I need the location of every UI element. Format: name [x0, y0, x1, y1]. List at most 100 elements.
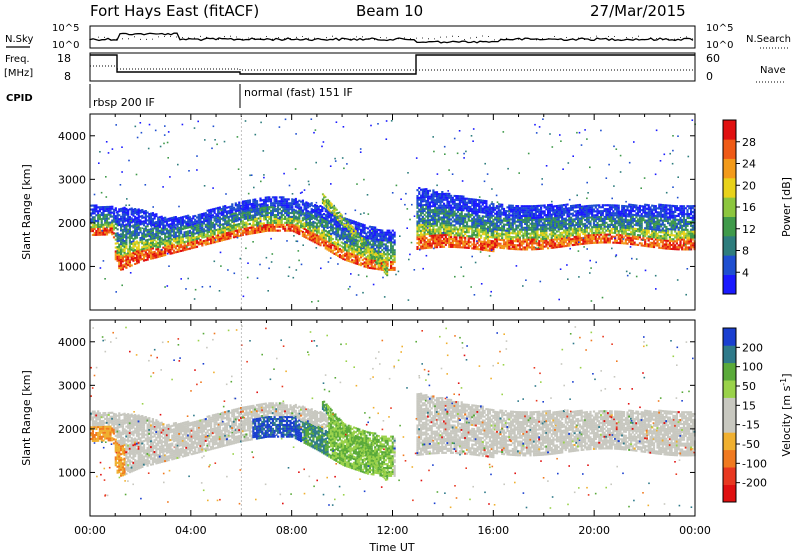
data-cell — [545, 234, 547, 236]
data-cell — [436, 191, 438, 193]
data-cell — [125, 245, 127, 247]
data-cell — [492, 215, 494, 217]
data-cell — [277, 206, 279, 208]
data-cell — [321, 210, 323, 212]
data-cell — [521, 225, 523, 227]
data-cell — [448, 203, 450, 205]
data-cell — [547, 235, 549, 237]
data-cell — [277, 210, 279, 212]
data-cell — [540, 215, 542, 217]
freq-label-2: [MHz] — [4, 68, 33, 79]
data-cell — [503, 226, 505, 228]
data-cell — [210, 219, 212, 221]
data-cell — [364, 230, 366, 232]
data-cell — [159, 246, 161, 248]
data-cell — [436, 225, 438, 227]
data-cell — [109, 214, 111, 216]
data-cell — [387, 255, 389, 257]
data-cell — [106, 220, 108, 222]
data-cell — [281, 216, 283, 218]
data-cell — [196, 246, 198, 248]
data-cell — [491, 217, 493, 219]
data-cell — [512, 224, 514, 226]
data-cell — [572, 213, 574, 215]
data-cell — [503, 208, 505, 210]
data-cell — [109, 210, 111, 212]
data-cell — [492, 205, 494, 207]
data-cell — [487, 234, 489, 236]
data-cell — [267, 204, 269, 206]
data-cell — [302, 200, 304, 202]
data-cell — [318, 229, 320, 231]
data-cell — [545, 245, 547, 247]
data-cell — [97, 222, 99, 224]
data-cell — [464, 237, 466, 239]
data-cell — [129, 261, 131, 263]
data-cell — [536, 232, 538, 234]
data-cell — [448, 240, 450, 242]
nave-label: Nave — [760, 65, 786, 76]
data-cell — [584, 233, 586, 235]
data-cell — [540, 220, 542, 222]
data-cell — [568, 211, 570, 213]
data-cell — [434, 205, 436, 207]
data-cell — [438, 221, 440, 223]
cpid-segment-1: rbsp 200 IF — [93, 96, 155, 109]
data-cell — [589, 224, 591, 226]
data-cell — [558, 230, 560, 232]
data-cell — [454, 230, 456, 232]
data-cell — [454, 211, 456, 213]
data-cell — [528, 221, 530, 223]
data-cell — [591, 230, 593, 232]
beam-title: Beam 10 — [356, 2, 423, 20]
data-cell — [551, 215, 553, 217]
data-cell — [588, 232, 590, 234]
data-cell — [499, 243, 501, 245]
data-cell — [517, 227, 519, 229]
data-cell — [544, 222, 546, 224]
data-cell — [330, 235, 332, 237]
data-cell — [387, 251, 389, 253]
data-cell — [390, 239, 392, 241]
data-cell — [416, 189, 418, 191]
data-cell — [519, 246, 521, 248]
data-cell — [272, 212, 274, 214]
data-cell — [588, 215, 590, 217]
data-cell — [485, 200, 487, 202]
data-cell — [457, 211, 459, 213]
data-cell — [454, 201, 456, 203]
data-cell — [357, 243, 359, 245]
data-cell — [425, 237, 427, 239]
data-cell — [452, 216, 454, 218]
data-cell — [540, 207, 542, 209]
nsky-tick-hi: 10^5 — [52, 23, 79, 34]
data-cell — [457, 230, 459, 232]
data-cell — [514, 223, 516, 225]
data-cell — [448, 193, 450, 195]
data-cell — [101, 222, 103, 224]
data-cell — [439, 230, 441, 232]
data-cell — [390, 265, 392, 267]
data-cell — [282, 224, 284, 226]
data-cell — [270, 216, 272, 218]
data-cell — [596, 214, 598, 216]
data-cell — [422, 216, 424, 218]
nsearch-label: N.Search — [746, 34, 791, 45]
data-cell — [462, 196, 464, 198]
data-cell — [390, 257, 392, 259]
data-cell — [498, 225, 500, 227]
data-cell — [286, 200, 288, 202]
data-cell — [521, 217, 523, 219]
data-cell — [591, 228, 593, 230]
data-cell — [568, 231, 570, 233]
data-cell — [201, 244, 203, 246]
data-cell — [452, 209, 454, 211]
data-cell — [219, 220, 221, 222]
data-cell — [521, 244, 523, 246]
data-cell — [589, 221, 591, 223]
data-cell — [139, 227, 141, 229]
data-cell — [478, 215, 480, 217]
data-cell — [596, 208, 598, 210]
data-cell — [492, 248, 494, 250]
data-cell — [455, 213, 457, 215]
